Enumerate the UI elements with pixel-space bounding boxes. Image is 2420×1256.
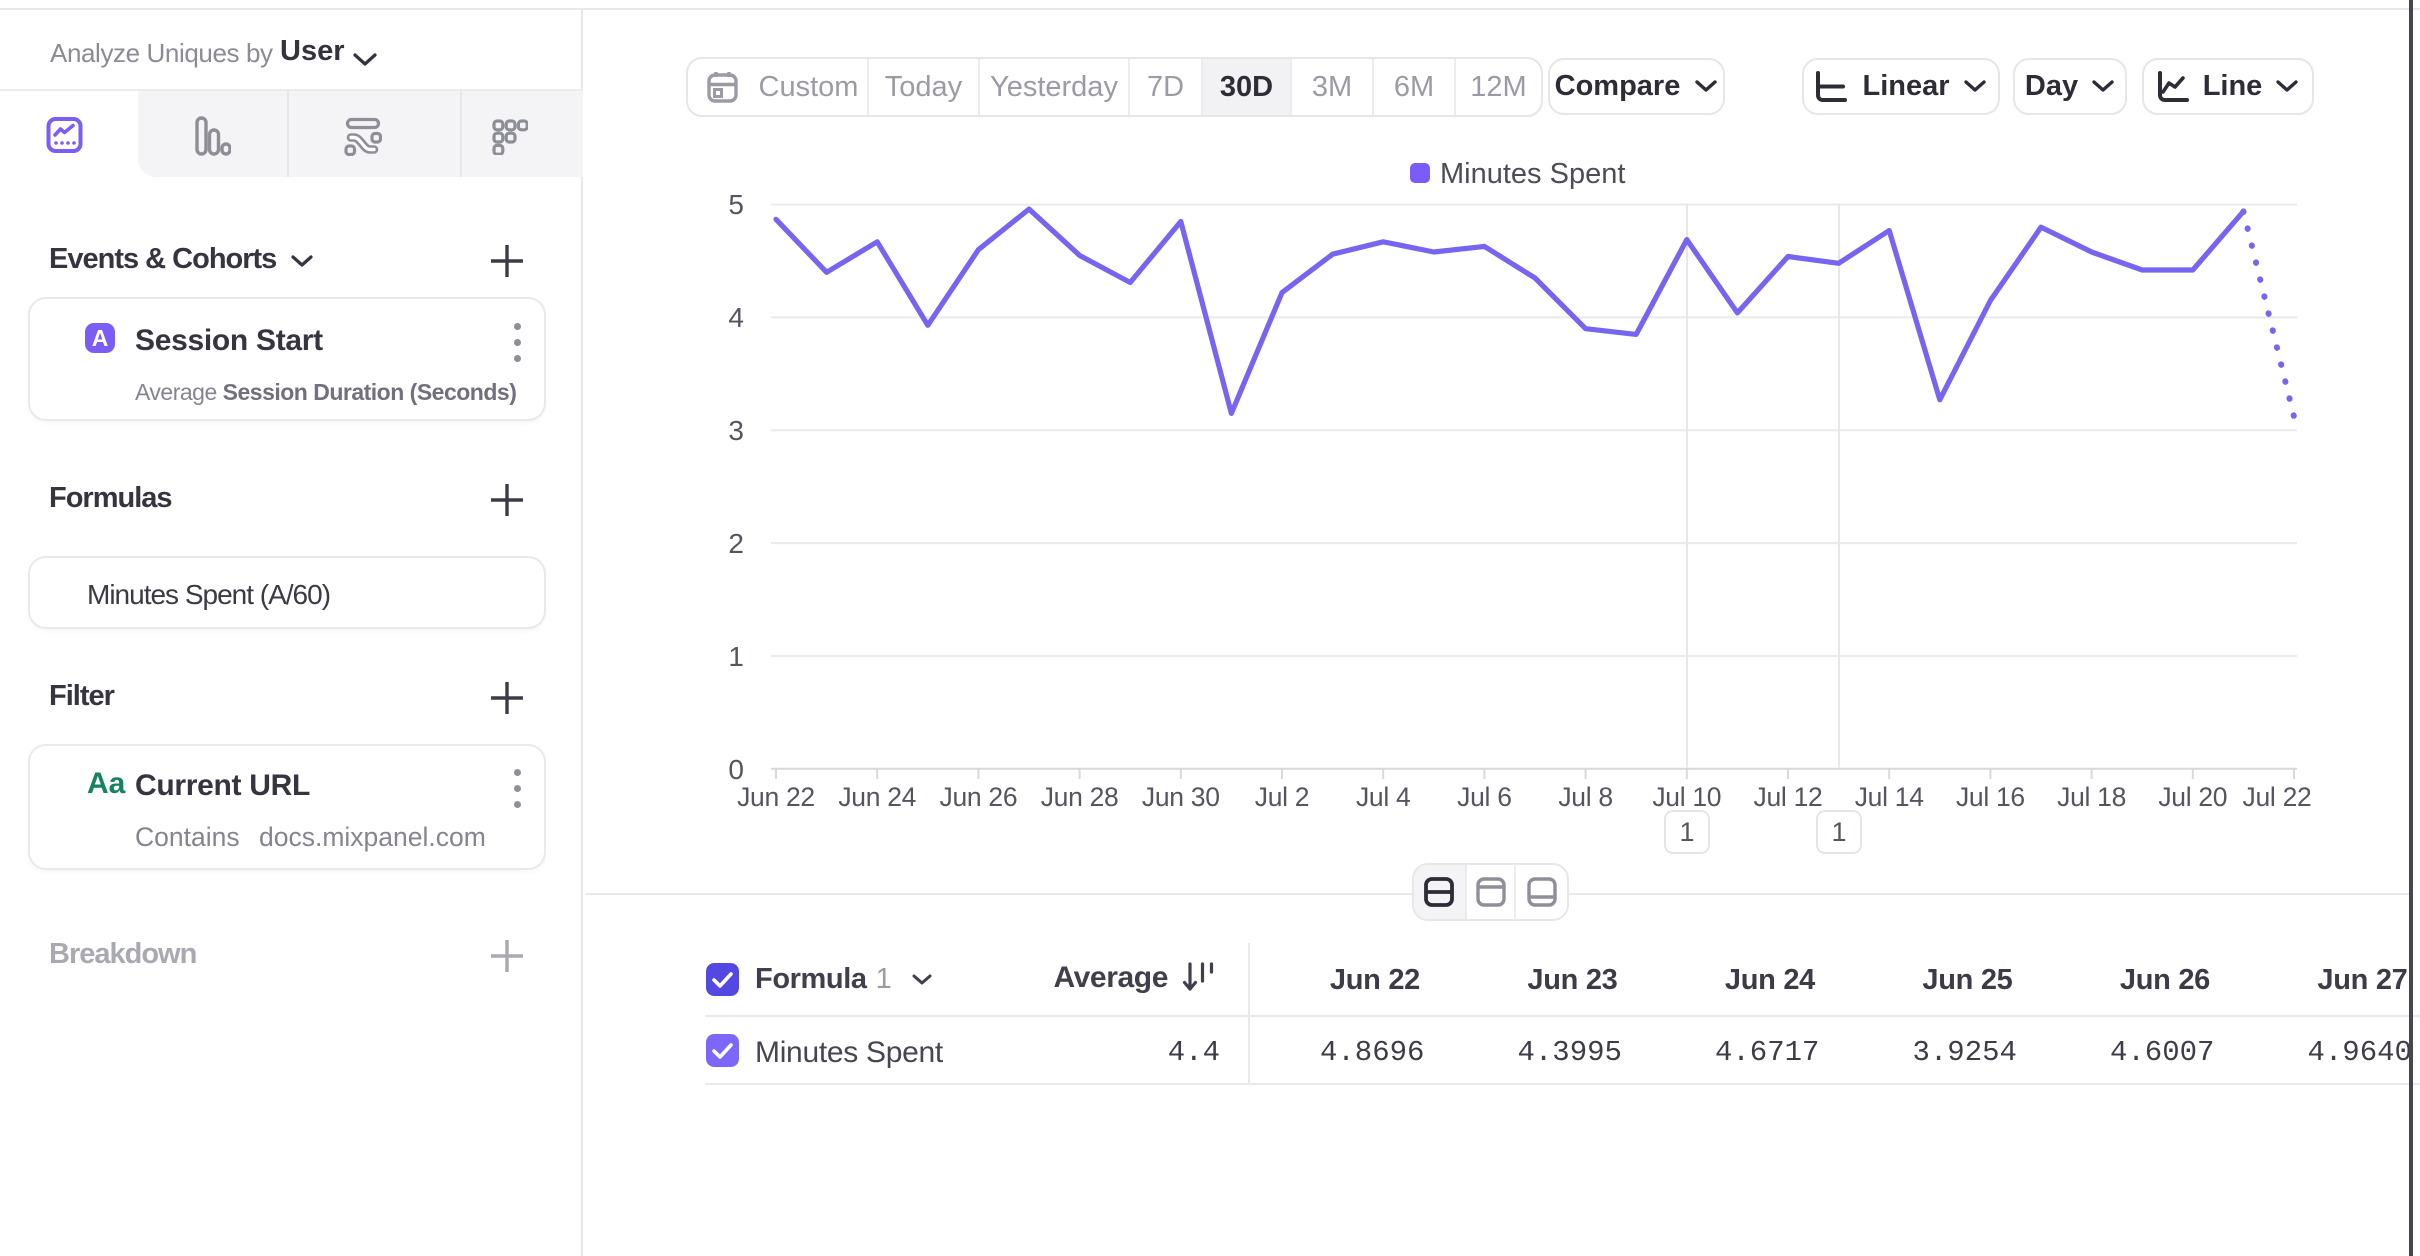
svg-text:Jul 6: Jul 6 (1457, 782, 1511, 812)
svg-text:2: 2 (728, 528, 744, 559)
svg-text:Jun 24: Jun 24 (838, 782, 916, 812)
svg-text:Jul 20: Jul 20 (2158, 782, 2227, 812)
svg-text:Jun 26: Jun 26 (940, 782, 1018, 812)
svg-text:1: 1 (1831, 817, 1846, 847)
svg-text:Jul 14: Jul 14 (1855, 782, 1924, 812)
svg-text:Minutes Spent: Minutes Spent (1440, 158, 1625, 190)
svg-text:1: 1 (1679, 817, 1694, 847)
svg-text:Jun 22: Jun 22 (737, 782, 815, 812)
svg-text:Jul 4: Jul 4 (1356, 782, 1410, 812)
svg-text:Jun 28: Jun 28 (1041, 782, 1119, 812)
svg-text:Jul 10: Jul 10 (1652, 782, 1721, 812)
svg-text:Jul 18: Jul 18 (2057, 782, 2126, 812)
svg-text:Jul 12: Jul 12 (1754, 782, 1823, 812)
svg-text:Jul 2: Jul 2 (1255, 782, 1309, 812)
svg-text:1: 1 (728, 641, 744, 672)
svg-text:Jul 16: Jul 16 (1956, 782, 2025, 812)
svg-text:5: 5 (728, 189, 744, 220)
svg-text:Jul 8: Jul 8 (1558, 782, 1612, 812)
svg-text:Jul 22: Jul 22 (2243, 782, 2312, 812)
svg-text:4: 4 (728, 302, 744, 333)
svg-text:3: 3 (728, 415, 744, 446)
svg-text:0: 0 (728, 754, 744, 785)
svg-text:Jun 30: Jun 30 (1142, 782, 1220, 812)
